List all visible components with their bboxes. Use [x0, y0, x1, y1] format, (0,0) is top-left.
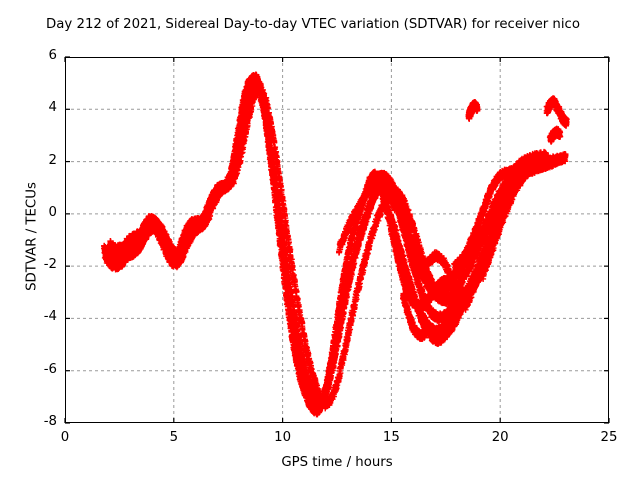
x-tick-label: 5 — [154, 430, 194, 445]
y-tick-label: -6 — [17, 362, 57, 377]
x-axis-label: GPS time / hours — [165, 455, 509, 470]
x-tick-label: 20 — [480, 430, 520, 445]
data-points — [101, 72, 570, 418]
y-axis-label: SDTVAR / TECUs — [25, 137, 40, 337]
y-tick-label: 4 — [17, 100, 57, 115]
x-tick-label: 10 — [263, 430, 303, 445]
y-tick-label: 6 — [17, 48, 57, 63]
x-tick-label: 0 — [45, 430, 85, 445]
x-tick-label: 15 — [371, 430, 411, 445]
x-tick-label: 25 — [589, 430, 629, 445]
y-tick-label: -8 — [17, 414, 57, 429]
